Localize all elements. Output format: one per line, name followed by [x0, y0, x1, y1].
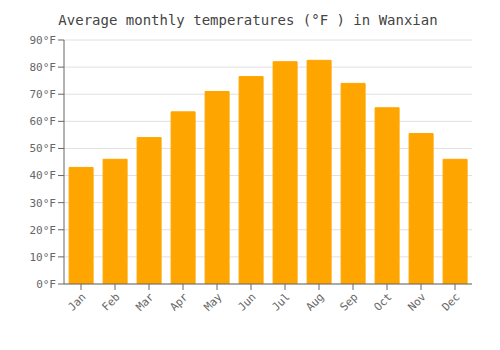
svg-text:Oct: Oct — [371, 290, 394, 313]
svg-text:30°F: 30°F — [30, 197, 57, 210]
svg-text:70°F: 70°F — [30, 88, 57, 101]
svg-text:Aug: Aug — [303, 290, 326, 313]
svg-text:10°F: 10°F — [30, 251, 57, 264]
svg-text:May: May — [201, 290, 225, 314]
svg-text:Dec: Dec — [439, 290, 462, 313]
svg-text:Apr: Apr — [167, 290, 191, 314]
svg-text:Mar: Mar — [133, 290, 157, 314]
svg-text:Nov: Nov — [405, 290, 429, 314]
svg-text:50°F: 50°F — [30, 142, 57, 155]
svg-text:80°F: 80°F — [30, 61, 57, 74]
svg-text:Sep: Sep — [337, 290, 360, 313]
svg-text:Feb: Feb — [99, 290, 122, 313]
svg-text:60°F: 60°F — [30, 115, 57, 128]
svg-text:90°F: 90°F — [30, 34, 57, 47]
svg-text:0°F: 0°F — [36, 278, 56, 291]
svg-text:Jul: Jul — [269, 290, 292, 313]
svg-text:20°F: 20°F — [30, 224, 57, 237]
html-text:Average monthly temperatures (: Average monthly temperatures (°F ) in Wa… — [58, 12, 438, 28]
svg-text:Jun: Jun — [235, 290, 258, 313]
svg-text:Jan: Jan — [65, 290, 88, 313]
svg-text:40°F: 40°F — [30, 169, 57, 182]
